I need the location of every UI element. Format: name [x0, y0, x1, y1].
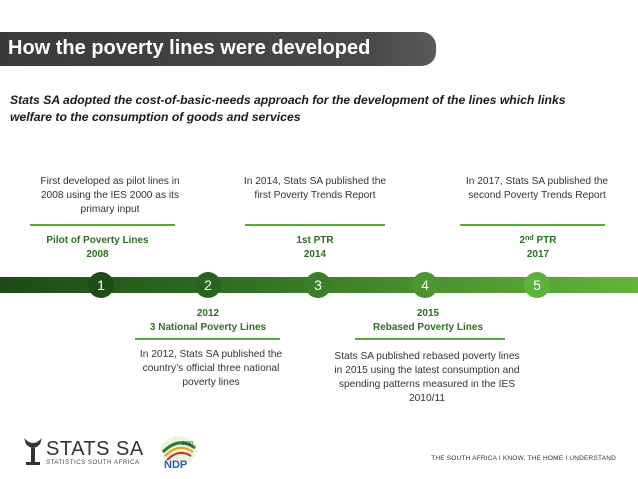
- milestone-3-description: In 2014, Stats SA published the first Po…: [243, 176, 387, 201]
- milestone-2-label: 2012 3 National Poverty Lines: [138, 307, 278, 335]
- milestone-5-label: 2nd PTR 2017: [488, 234, 588, 262]
- title-bar: How the poverty lines were developed: [0, 32, 436, 66]
- svg-text:2030: 2030: [182, 441, 193, 447]
- milestone-1-label-line1: Pilot of Poverty Lines: [46, 235, 149, 246]
- milestone-5-label-line2: 2017: [526, 249, 550, 260]
- milestone-1-label-line2: 2008: [86, 249, 109, 260]
- milestone-5-label-line1: 2nd PTR: [519, 235, 557, 246]
- milestone-3-label-line1: 1st PTR: [296, 235, 334, 246]
- milestone-3-node: 3: [305, 272, 331, 298]
- milestone-4-label-line1: 2015: [416, 308, 440, 319]
- milestone-2-description: In 2012, Stats SA published the country’…: [139, 349, 283, 388]
- milestone-5-rule: [460, 224, 605, 226]
- milestone-2-label-line2: 3 National Poverty Lines: [149, 322, 267, 333]
- milestone-1-label: Pilot of Poverty Lines 2008: [30, 234, 165, 262]
- milestone-1-node: 1: [88, 272, 114, 298]
- milestone-1-description: First developed as pilot lines in 2008 u…: [40, 176, 180, 215]
- page-subtitle: Stats SA adopted the cost-of-basic-needs…: [10, 93, 566, 124]
- milestone-4-label: 2015 Rebased Poverty Lines: [358, 307, 498, 335]
- org-subtitle: STATISTICS SOUTH AFRICA: [46, 460, 140, 466]
- milestone-2-label-line1: 2012: [196, 308, 220, 319]
- org-name: STATS SA: [46, 438, 144, 460]
- page-title: How the poverty lines were developed: [8, 37, 371, 59]
- milestone-1-rule: [30, 224, 175, 226]
- milestone-2-node: 2: [195, 272, 221, 298]
- milestone-4-description: Stats SA published rebased poverty lines…: [334, 351, 520, 404]
- ndp-logo: NDP 2030: [161, 436, 197, 470]
- milestone-3-label-line2: 2014: [303, 249, 327, 260]
- milestone-4-label-line2: Rebased Poverty Lines: [372, 322, 484, 333]
- milestone-5-node: 5: [524, 272, 550, 298]
- svg-text:NDP: NDP: [164, 459, 187, 470]
- stats-sa-logo-icon: [24, 438, 42, 465]
- milestone-3-label: 1st PTR 2014: [265, 234, 365, 262]
- milestone-4-rule: [355, 338, 505, 340]
- milestone-3-rule: [245, 224, 385, 226]
- milestone-5-description: In 2017, Stats SA published the second P…: [465, 176, 609, 201]
- tagline: THE SOUTH AFRICA I KNOW, THE HOME I UNDE…: [431, 455, 616, 462]
- milestone-4-node: 4: [412, 272, 438, 298]
- milestone-2-rule: [135, 338, 280, 340]
